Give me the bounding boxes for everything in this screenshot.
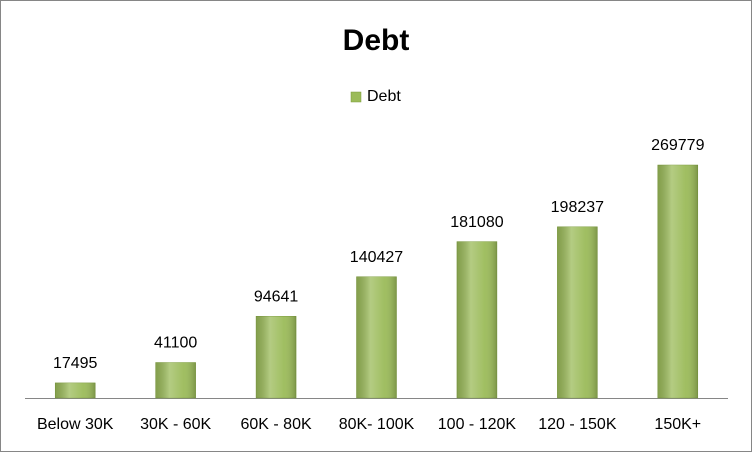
x-tick-label: 150K+ bbox=[654, 416, 701, 433]
bar-shine bbox=[55, 382, 96, 398]
value-label: 17495 bbox=[53, 355, 98, 372]
bar-shine bbox=[256, 316, 297, 398]
bar-shine bbox=[456, 241, 497, 398]
legend-label: Debt bbox=[367, 88, 401, 105]
x-tick-label: 100 - 120K bbox=[438, 416, 517, 433]
value-label: 269779 bbox=[651, 137, 704, 154]
bar-shine bbox=[557, 226, 598, 398]
x-tick-label: 80K- 100K bbox=[339, 416, 415, 433]
value-label: 94641 bbox=[254, 288, 299, 305]
x-tick-label: 60K - 80K bbox=[240, 416, 311, 433]
chart-title: Debt bbox=[343, 24, 410, 57]
legend-marker bbox=[350, 91, 362, 103]
x-tick-label: Below 30K bbox=[37, 416, 114, 433]
value-label: 198237 bbox=[551, 199, 604, 216]
bar-shine bbox=[356, 276, 397, 398]
x-tick-label: 120 - 150K bbox=[538, 416, 617, 433]
value-label: 41100 bbox=[154, 335, 197, 352]
value-label: 140427 bbox=[350, 249, 403, 266]
x-tick-label: 30K - 60K bbox=[140, 416, 211, 433]
bar-shine bbox=[657, 165, 698, 398]
bar-shine bbox=[155, 362, 196, 398]
value-label: 181080 bbox=[450, 214, 503, 231]
